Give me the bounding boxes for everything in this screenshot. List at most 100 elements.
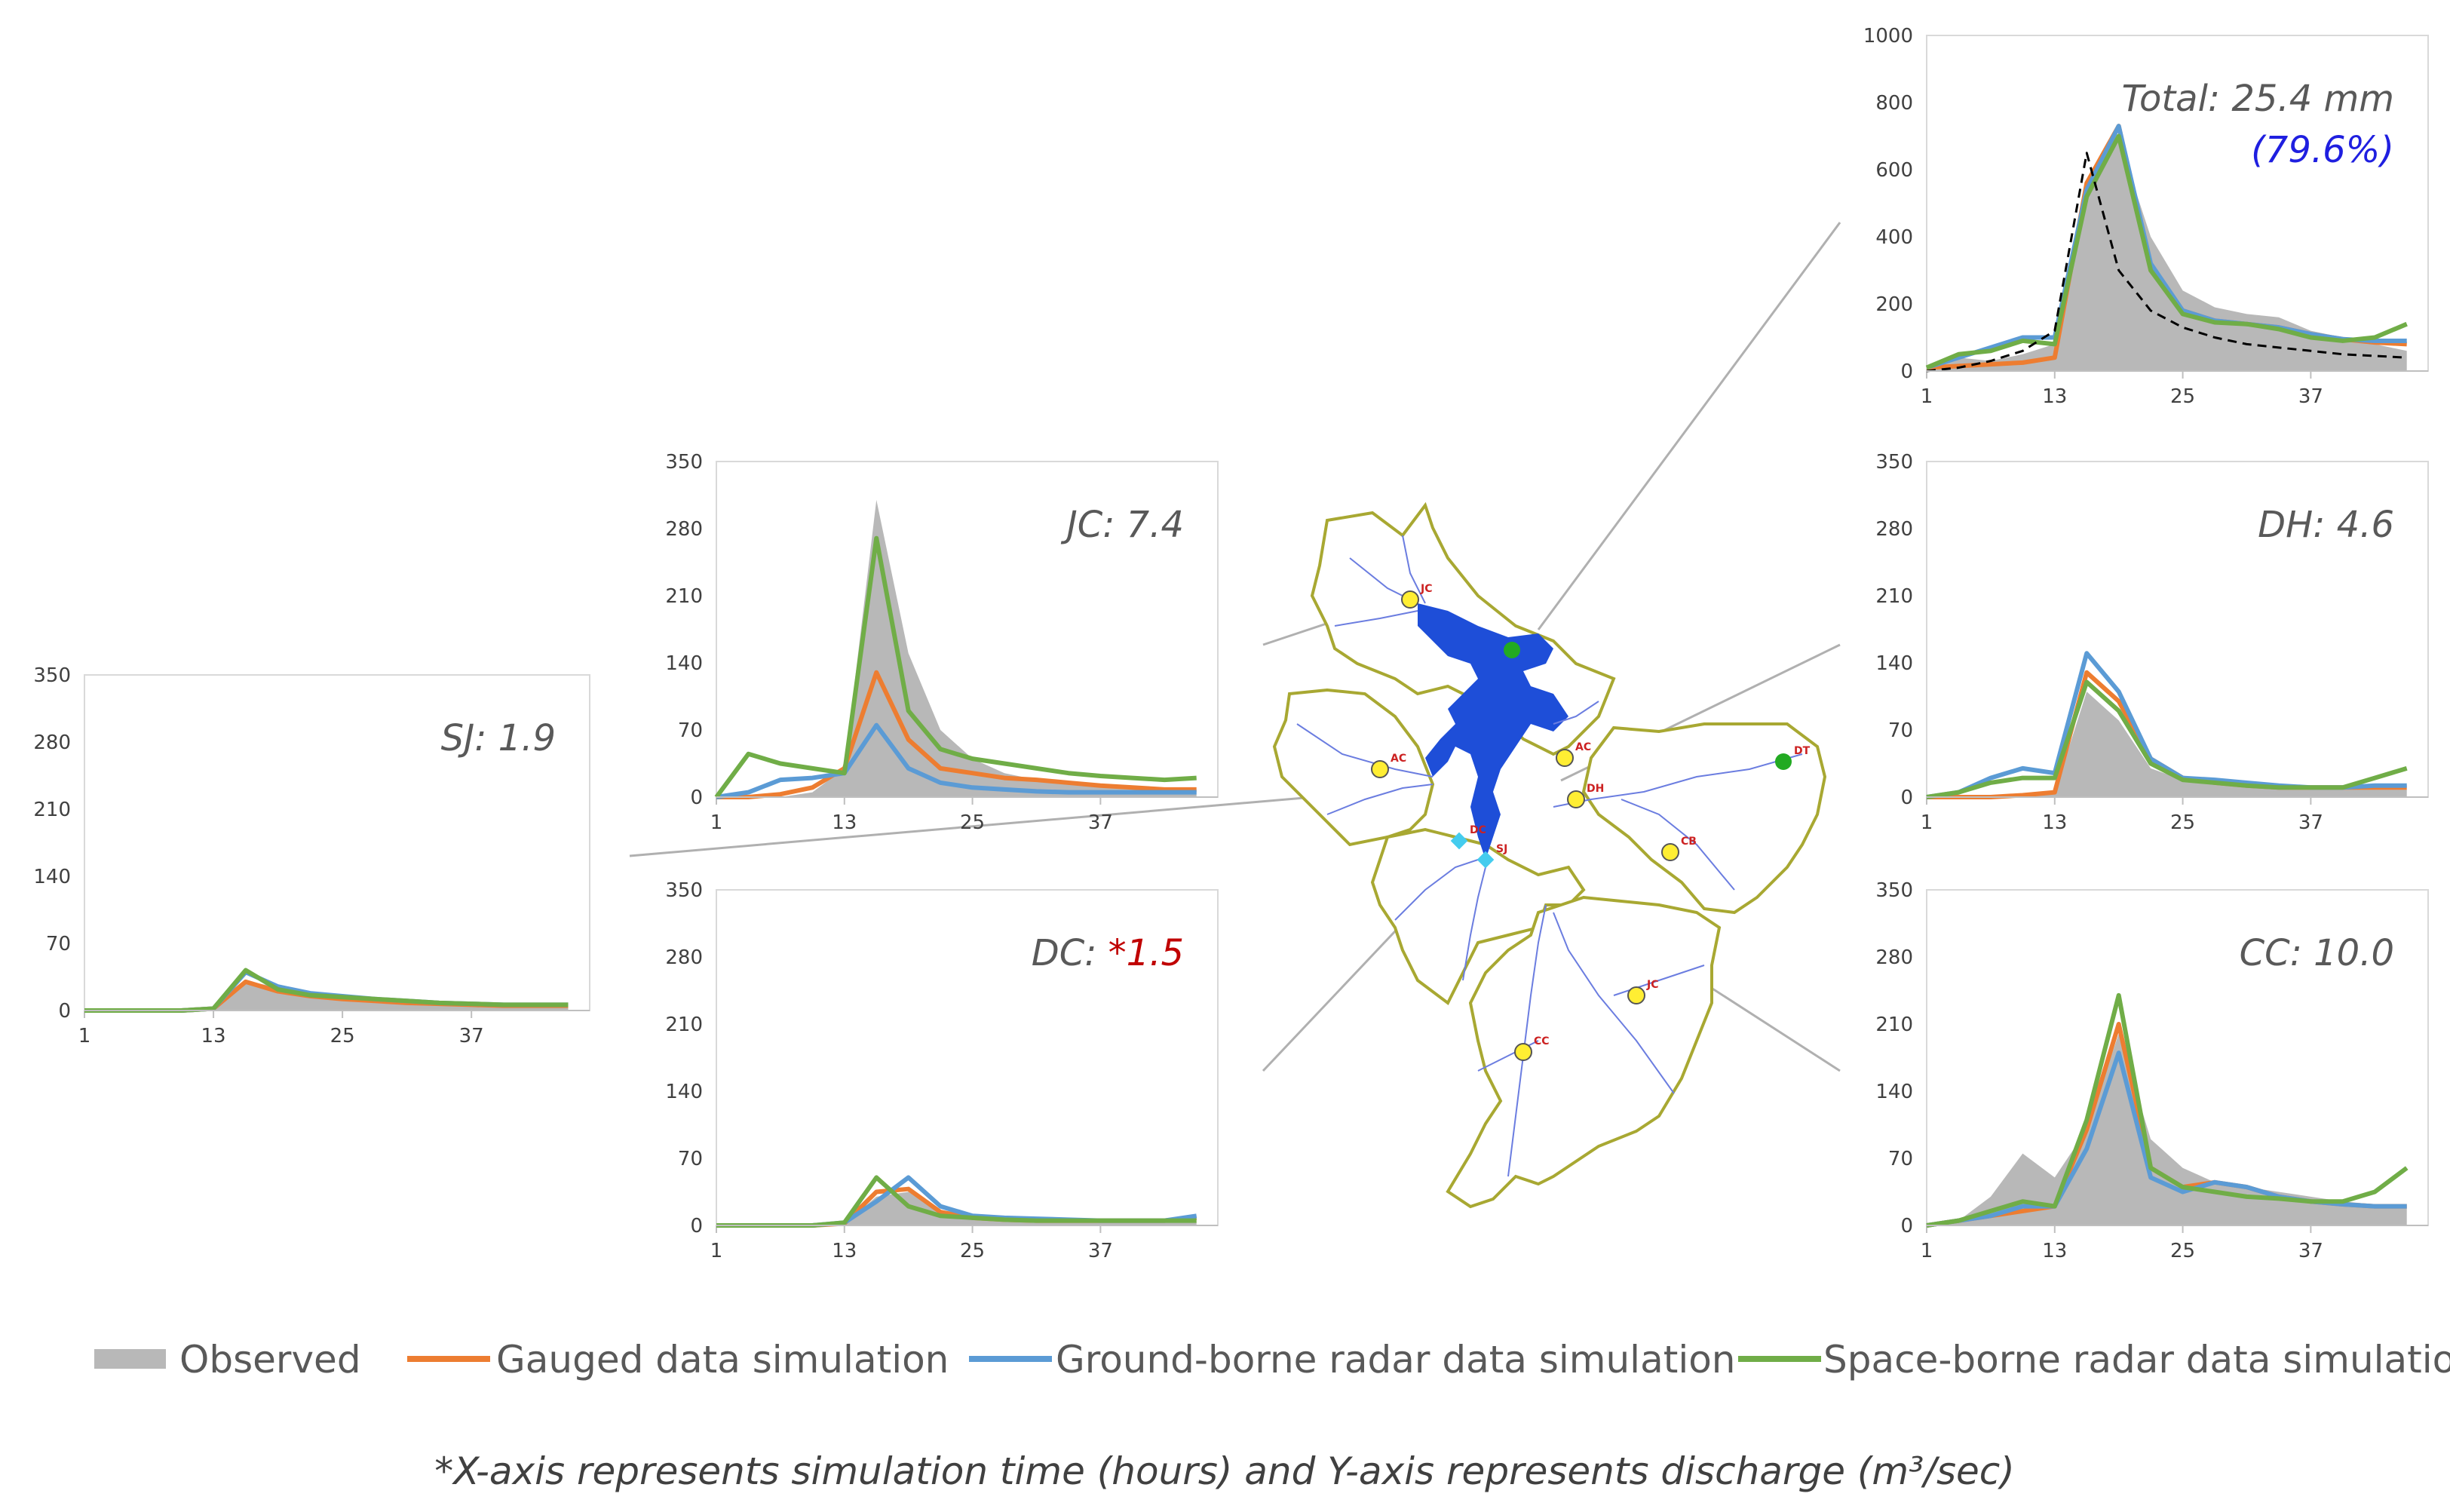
river-7: [1621, 799, 1735, 891]
station-label: DH: [1587, 783, 1604, 795]
panel-label-jc: JC: 7.4: [1061, 504, 1184, 546]
xtick-label-dc: 13: [832, 1240, 857, 1262]
legend-label-observed: Observed: [179, 1338, 361, 1382]
panel-label-sj: SJ: 1.9: [441, 717, 556, 759]
ytick-label-sj: 210: [33, 799, 71, 821]
ytick-label-dh: 280: [1875, 518, 1913, 541]
legend-label-space: Space-borne radar data simulation: [1823, 1338, 2450, 1382]
ytick-label-jc: 140: [665, 652, 703, 675]
river-4: [1296, 723, 1434, 777]
series-ground-total: [1926, 124, 2407, 370]
panel-pct-total: (79.6%): [2251, 129, 2394, 171]
ytick-label-dc: 210: [665, 1014, 703, 1036]
ytick-label-sj: 280: [33, 731, 71, 754]
station-label: AC: [1575, 741, 1591, 753]
series-space-dh: [1926, 679, 2408, 799]
station-marker: [1556, 749, 1574, 767]
xtick-label-total: 1: [1921, 385, 1933, 408]
ytick-label-sj: 70: [46, 933, 71, 955]
xtick-label-total: 25: [2170, 385, 2195, 408]
plot-frame-jc: [716, 461, 1219, 798]
series-dashed-total: [1926, 152, 2407, 373]
river-11: [1394, 859, 1479, 921]
xtick-label-dh: 13: [2042, 811, 2067, 834]
plot-frame-dh: [1926, 461, 2429, 798]
subbasin-center: [1370, 827, 1586, 1006]
stations: JC AC AC DH CB SJ DC JC CC DT: [1371, 583, 1811, 1061]
series-space-cc: [1926, 992, 2409, 1228]
river-8: [1507, 904, 1547, 1177]
river-14: [1613, 965, 1705, 996]
series-gauged-jc: [716, 670, 1197, 799]
xtick-label-jc: 1: [710, 811, 723, 834]
ytick-label-total: 400: [1875, 226, 1913, 249]
xtick-label-dc: 1: [710, 1240, 723, 1262]
ytick-label-dh: 0: [1900, 787, 1913, 809]
outlet-marker: [1476, 851, 1495, 869]
xtick-label-sj: 25: [330, 1025, 355, 1047]
station-marker: [1661, 843, 1679, 861]
xtick-label-jc: 25: [960, 811, 985, 834]
series-observed-dh: [1927, 692, 2407, 797]
subbasin-south: [1446, 895, 1722, 1209]
panel-dh: 0 70 140 210 280 350 1 13 25 37 DH: 4.6: [1875, 451, 2429, 834]
ytick-label-cc: 140: [1875, 1081, 1913, 1103]
legend: Observed Gauged data simulation Ground-b…: [94, 1338, 2450, 1382]
series-observed-total: [1927, 139, 2407, 371]
river-12: [1553, 701, 1599, 725]
xtick-label-dh: 1: [1921, 811, 1933, 834]
ytick-label-total: 0: [1900, 360, 1913, 383]
river-5: [1326, 784, 1434, 815]
panel-label-cc: CC: 10.0: [2240, 932, 2394, 974]
panel-total: 0 200 400 600 800 1000 1 13 25 37 Total: 25.4 mm (7…: [1863, 25, 2429, 408]
xtick-label-sj: 37: [459, 1025, 484, 1047]
ytick-label-cc: 280: [1875, 946, 1913, 969]
station-marker: [1514, 1043, 1532, 1061]
station-dt-marker: [1775, 753, 1792, 770]
panel-label-total: Total: 25.4 mm: [2122, 78, 2394, 120]
xtick-label-dh: 25: [2170, 811, 2195, 834]
panel-label-dh: DH: 4.6: [2258, 504, 2394, 546]
xtick-label-dc: 37: [1088, 1240, 1113, 1262]
ytick-label-jc: 70: [678, 719, 703, 742]
ytick-label-cc: 210: [1875, 1014, 1913, 1036]
ytick-label-jc: 210: [665, 585, 703, 608]
ytick-label-sj: 140: [33, 866, 71, 888]
connector-sj: [629, 787, 1418, 857]
xtick-label-jc: 13: [832, 811, 857, 834]
ytick-label-jc: 0: [690, 787, 703, 809]
ytick-label-cc: 70: [1888, 1148, 1913, 1170]
ytick-label-dc: 70: [678, 1148, 703, 1170]
ytick-label-dh: 140: [1875, 652, 1913, 675]
station-marker: [1567, 790, 1585, 808]
ytick-label-total: 1000: [1863, 25, 1913, 48]
ytick-label-dc: 140: [665, 1081, 703, 1103]
dam-marker: [1504, 642, 1520, 658]
station-marker: [1371, 760, 1389, 778]
xtick-label-jc: 37: [1088, 811, 1113, 834]
station-marker: [1401, 590, 1419, 609]
xtick-label-sj: 1: [78, 1025, 91, 1047]
series-observed-cc: [1927, 1033, 2407, 1225]
ytick-label-jc: 280: [665, 518, 703, 541]
subbasin-east: [1581, 722, 1827, 915]
ytick-label-sj: 0: [58, 1000, 71, 1023]
xtick-label-cc: 13: [2042, 1240, 2067, 1262]
xtick-label-dc: 25: [960, 1240, 985, 1262]
ytick-label-sj: 350: [33, 664, 71, 687]
river-3: [1402, 535, 1426, 604]
ytick-label-dh: 70: [1888, 719, 1913, 742]
panel-label-star-dc: *1.5: [1108, 932, 1184, 974]
xtick-label-total: 37: [2298, 385, 2323, 408]
ytick-label-total: 200: [1875, 293, 1913, 316]
panel-dc: 0 70 140 210 280 350 1 13 25 37 DC: *1.5: [665, 879, 1219, 1262]
station-marker: [1627, 986, 1645, 1004]
station-label: DT: [1794, 745, 1811, 757]
ytick-label-cc: 0: [1900, 1215, 1913, 1238]
xtick-label-dh: 37: [2298, 811, 2323, 834]
river-2: [1334, 610, 1418, 627]
station-label: CB: [1681, 836, 1697, 848]
panel-cc: 0 70 140 210 280 350 1 13 25 37 CC: 10.0: [1875, 879, 2429, 1262]
